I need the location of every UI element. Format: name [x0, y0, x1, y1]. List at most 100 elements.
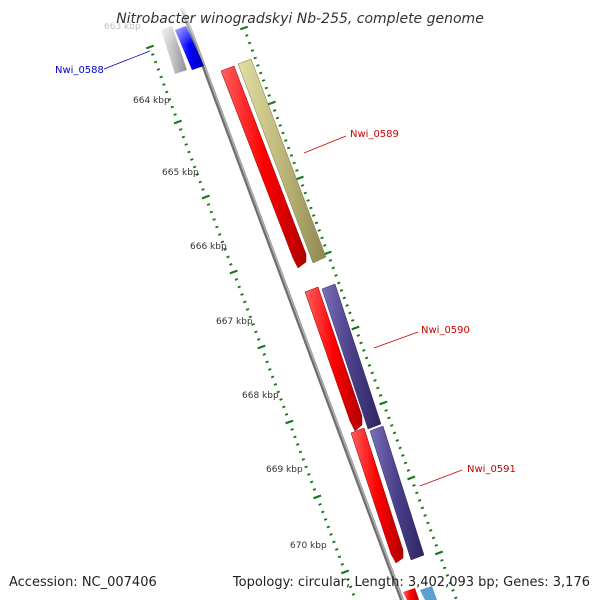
gene-nwi-0589-cds[interactable] [220, 65, 307, 269]
ruler-tick [281, 131, 285, 135]
ruler-tick [156, 68, 161, 71]
ruler-tick [285, 419, 294, 425]
ruler-tick [339, 289, 344, 292]
gene-nwi-0591-cds[interactable] [350, 427, 404, 564]
gene-nwi-0590-feature[interactable] [321, 283, 382, 430]
ruler-tick [362, 349, 366, 352]
ruler-tick [392, 431, 397, 435]
gene-label-nwi-0591[interactable]: Nwi_0591 [467, 464, 516, 475]
ruler-tick [275, 116, 280, 120]
ruler-tick [273, 383, 278, 386]
ruler-tick [309, 206, 313, 210]
accession-text: Accession: NC_007406 [9, 575, 157, 590]
ruler-tick [356, 334, 361, 337]
ruler-tick [334, 274, 338, 277]
ruler-tick [317, 229, 321, 232]
ruler-tick [434, 550, 444, 556]
ruler-tick [254, 330, 258, 334]
leader-nwi-0589 [303, 135, 347, 154]
ruler-tick [223, 248, 227, 251]
ruler-tick [184, 143, 188, 146]
ruler-tick [337, 555, 342, 559]
ruler-tick [278, 124, 282, 127]
ruler-tick [376, 386, 380, 390]
ruler-tick [239, 25, 249, 31]
ruler-tick [389, 424, 394, 427]
ruler-tick [256, 338, 261, 341]
ruler-tick [313, 494, 322, 500]
ruler-tick [323, 250, 332, 256]
ruler-tick [295, 169, 299, 172]
ruler-tick-label: 664 kbp [133, 96, 170, 106]
ruler-tick [145, 44, 155, 50]
ruler-tick [351, 593, 356, 596]
ruler-tick [387, 416, 391, 420]
ruler-tick [301, 458, 306, 461]
ruler-tick-label: 667 kbp [216, 317, 253, 327]
ruler-tick [406, 469, 411, 472]
ruler-tick-label: 666 kbp [190, 242, 227, 252]
ruler-tick [434, 544, 439, 547]
ruler-tick [431, 536, 436, 540]
gene-nwi-0590[interactable] [304, 283, 382, 432]
ruler-tick [403, 461, 408, 465]
ruler-tick [173, 113, 177, 116]
ruler-tick [267, 94, 271, 97]
ruler-tick [300, 184, 305, 187]
ruler-inner [145, 44, 356, 596]
ruler-tick [162, 83, 166, 86]
ruler-tick [217, 233, 222, 236]
ruler-tick [420, 506, 425, 510]
ruler-tick [276, 390, 280, 394]
ruler-tick [286, 146, 291, 150]
ruler-tick [454, 596, 458, 600]
ruler-tick [212, 218, 216, 221]
ruler-tick [251, 323, 255, 326]
ruler-tick [220, 240, 225, 244]
ruler-tick [295, 443, 300, 446]
ruler-tick [415, 491, 419, 495]
ruler-tick [248, 315, 253, 319]
ruler-tick [270, 375, 275, 379]
ruler-tick [303, 191, 308, 195]
ruler-tick [320, 236, 324, 240]
ruler-tick [201, 188, 205, 191]
ruler-tick [318, 503, 322, 506]
gene-nwi-0591[interactable] [350, 425, 425, 564]
ruler-tick-label: 665 kbp [162, 168, 199, 178]
ruler-tick [379, 400, 388, 406]
ruler-outer [239, 25, 458, 600]
ruler-tick [247, 41, 252, 45]
gene-label-nwi-0589[interactable]: Nwi_0589 [350, 129, 399, 140]
ruler-tick [314, 221, 319, 225]
ruler-tick [359, 341, 363, 345]
ruler-tick [307, 473, 311, 476]
gene-partial-bottom [403, 586, 437, 600]
ruler-tick [298, 450, 303, 454]
ruler-tick [289, 154, 294, 157]
ruler-tick [342, 296, 347, 300]
ruler-tick [332, 540, 336, 544]
ruler-tick [412, 484, 416, 487]
ruler-tick-label: 668 kbp [242, 391, 279, 401]
ruler-tick [309, 480, 314, 484]
gene-nwi-0589[interactable] [220, 58, 327, 269]
ruler-tick [304, 465, 308, 469]
ruler-tick [426, 521, 430, 525]
ruler-tick [245, 34, 249, 37]
gene-nwi-0591-feature[interactable] [369, 425, 425, 561]
ruler-tick [253, 56, 257, 60]
ruler-tick [321, 510, 325, 514]
gene-nwi-0590-cds[interactable] [304, 286, 363, 432]
genome-summary-text: Topology: circular; Length: 3,402,093 bp… [232, 575, 590, 590]
gene-nwi-0589-feature[interactable] [237, 58, 327, 264]
ruler-tick [229, 263, 233, 266]
ruler-tick [245, 308, 250, 311]
ruler-tick [234, 278, 239, 281]
ruler-tick [345, 304, 349, 307]
gene-label-nwi-0588[interactable]: Nwi_0588 [55, 65, 104, 76]
gene-label-nwi-0590[interactable]: Nwi_0590 [421, 325, 470, 336]
ruler-tick [395, 439, 400, 442]
ruler-tick [334, 548, 339, 551]
